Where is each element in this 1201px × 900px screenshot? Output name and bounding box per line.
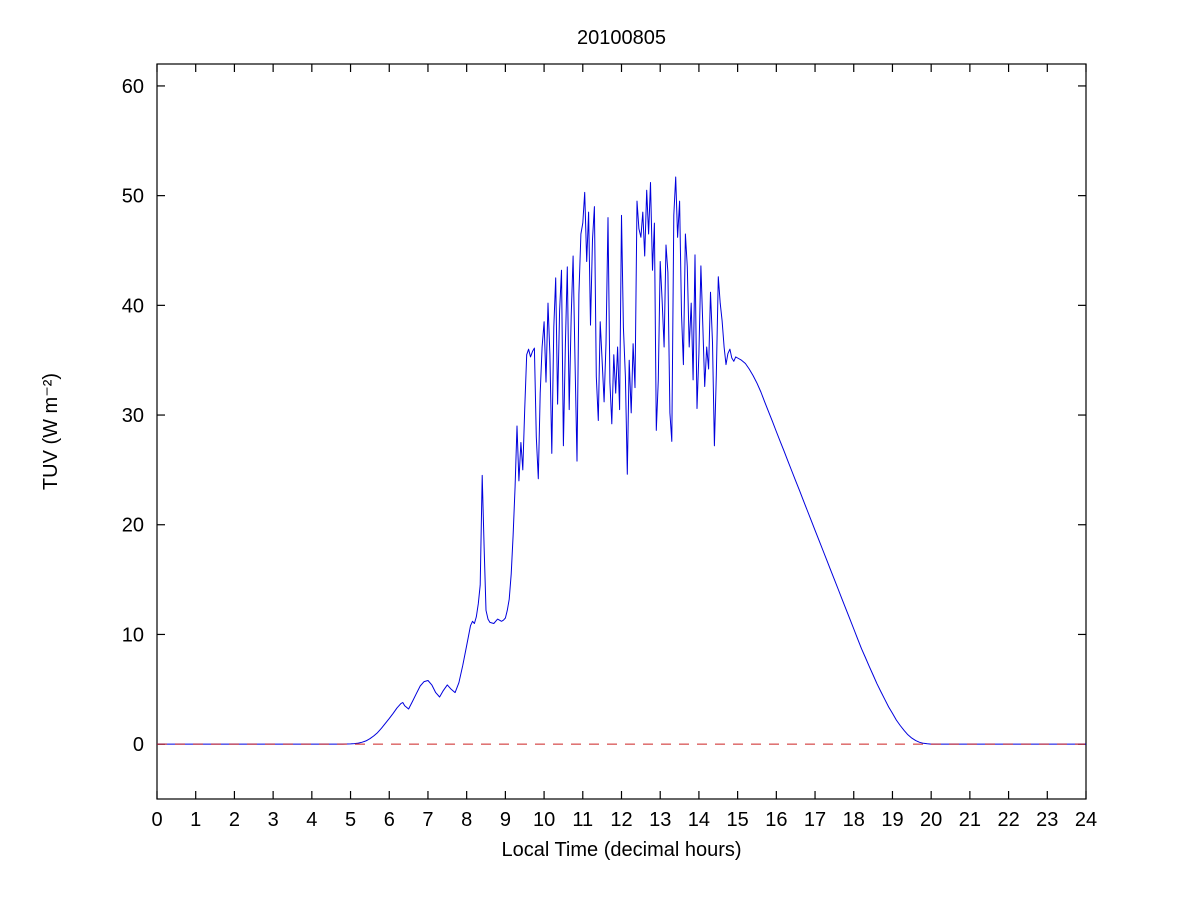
x-tick-label: 24 <box>1075 809 1097 831</box>
x-tick-label: 1 <box>190 809 201 831</box>
x-tick-label: 19 <box>881 809 903 831</box>
x-tick-label: 3 <box>268 809 279 831</box>
y-tick-label: 0 <box>133 734 144 756</box>
x-tick-label: 14 <box>688 809 710 831</box>
x-tick-label: 20 <box>920 809 942 831</box>
series-tuv-irradiance <box>157 176 1086 745</box>
x-tick-label: 21 <box>959 809 981 831</box>
x-tick-label: 10 <box>533 809 555 831</box>
x-tick-label: 2 <box>229 809 240 831</box>
y-tick-label: 40 <box>122 295 144 317</box>
x-tick-label: 7 <box>422 809 433 831</box>
x-tick-label: 9 <box>500 809 511 831</box>
y-tick-label: 50 <box>122 186 144 208</box>
x-tick-label: 13 <box>649 809 671 831</box>
x-axis-label: Local Time (decimal hours) <box>501 839 741 861</box>
x-tick-label: 23 <box>1036 809 1058 831</box>
x-tick-label: 5 <box>345 809 356 831</box>
x-tick-label: 8 <box>461 809 472 831</box>
y-tick-label: 20 <box>122 515 144 537</box>
y-axis-label: TUV (W m⁻²) <box>40 373 62 490</box>
x-tick-label: 22 <box>997 809 1019 831</box>
x-tick-label: 17 <box>804 809 826 831</box>
x-tick-label: 4 <box>306 809 317 831</box>
x-tick-label: 18 <box>843 809 865 831</box>
chart-title: 20100805 <box>577 27 666 49</box>
axis-box <box>156 63 1087 800</box>
x-tick-label: 16 <box>765 809 787 831</box>
x-tick-label: 6 <box>384 809 395 831</box>
x-tick-label: 12 <box>610 809 632 831</box>
x-tick-label: 11 <box>572 809 593 831</box>
x-tick-label: 15 <box>727 809 749 831</box>
x-tick-label: 0 <box>151 809 162 831</box>
y-tick-label: 60 <box>122 76 144 98</box>
y-tick-label: 30 <box>122 405 144 427</box>
y-tick-label: 10 <box>122 624 144 646</box>
